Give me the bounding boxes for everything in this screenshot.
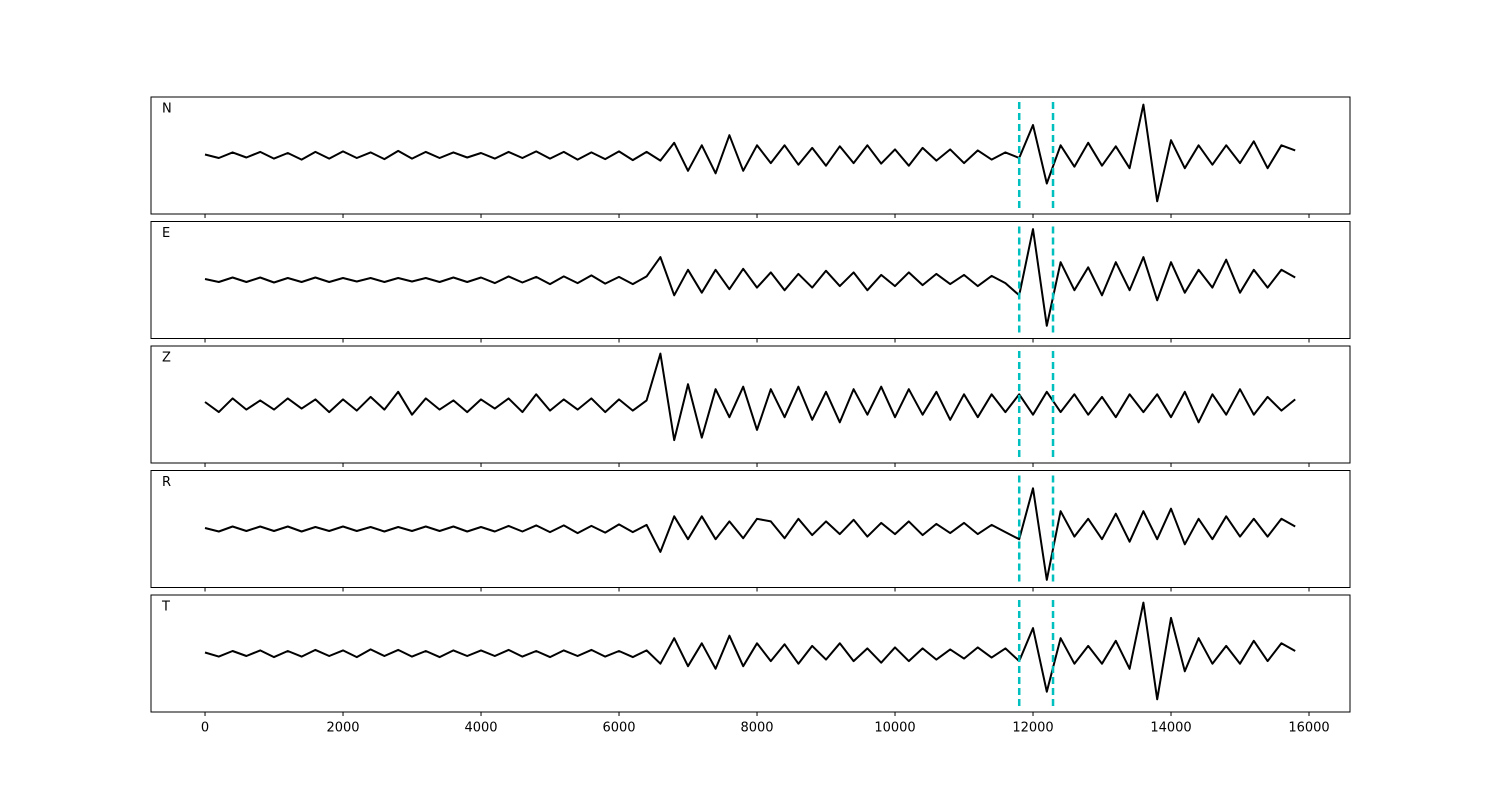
panel-label: R xyxy=(162,475,171,490)
panel-label: Z xyxy=(162,351,171,366)
waveform xyxy=(204,228,1296,327)
x-tick-label: 6000 xyxy=(602,721,635,736)
x-tick-label: 10000 xyxy=(874,721,915,736)
panel-frame xyxy=(150,345,1351,464)
panel-label: E xyxy=(162,226,170,241)
x-tick-label: 8000 xyxy=(740,721,773,736)
x-tick-label: 16000 xyxy=(1288,721,1329,736)
x-tick-label: 14000 xyxy=(1150,721,1191,736)
x-tick-label: 12000 xyxy=(1012,721,1053,736)
waveform xyxy=(204,601,1296,701)
panel-label: T xyxy=(161,600,170,615)
x-tick-label: 4000 xyxy=(464,721,497,736)
waveform xyxy=(204,103,1296,203)
panel-label: N xyxy=(162,102,172,117)
x-tick-label: 2000 xyxy=(326,721,359,736)
x-tick-label: 0 xyxy=(201,721,209,736)
waveform xyxy=(204,487,1296,581)
waveform xyxy=(204,352,1296,442)
